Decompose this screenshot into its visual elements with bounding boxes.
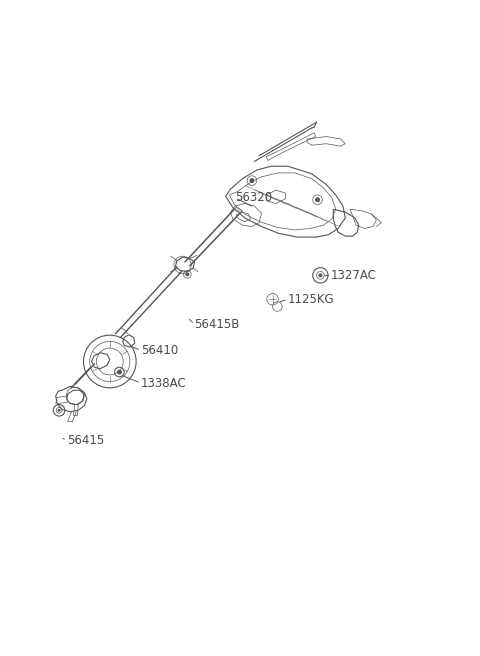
- Polygon shape: [234, 207, 242, 213]
- Circle shape: [316, 198, 320, 201]
- Circle shape: [186, 273, 189, 276]
- Text: 56320: 56320: [235, 192, 272, 204]
- Circle shape: [58, 409, 60, 411]
- Text: 1327AC: 1327AC: [331, 269, 377, 282]
- Text: 56415: 56415: [67, 434, 104, 447]
- Text: 56410: 56410: [141, 344, 178, 357]
- Text: 1338AC: 1338AC: [141, 377, 187, 390]
- Circle shape: [250, 178, 254, 182]
- Text: 1125KG: 1125KG: [288, 293, 335, 306]
- Circle shape: [118, 370, 121, 374]
- Circle shape: [319, 274, 322, 277]
- Text: 56415B: 56415B: [194, 318, 240, 331]
